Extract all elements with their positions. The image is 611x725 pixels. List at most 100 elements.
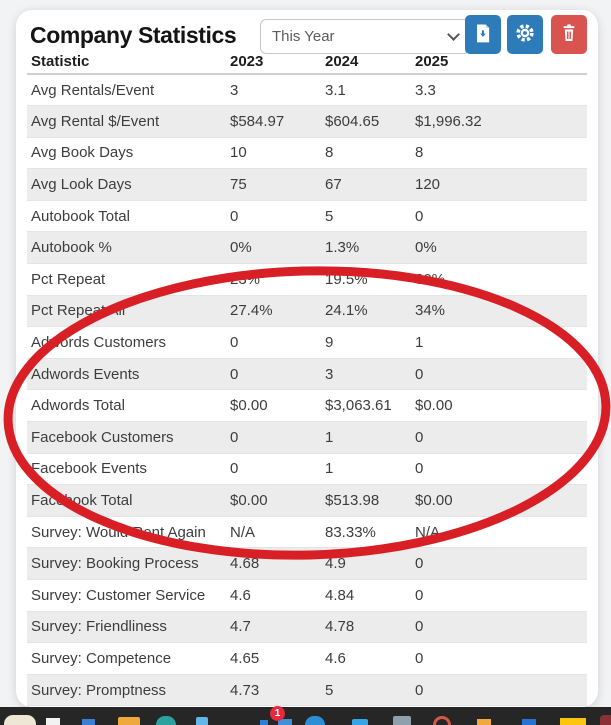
stat-value: $604.65 (321, 105, 411, 138)
page-title: Company Statistics (30, 22, 237, 48)
stat-label: Survey: Would Rent Again (27, 516, 226, 549)
table-row: Survey: Booking Process 4.68 4.9 0 (27, 547, 587, 580)
stat-value: 27.4% (226, 295, 321, 328)
stat-value: 0% (411, 231, 587, 265)
stat-value: 83.33% (321, 516, 411, 549)
table-row: Facebook Total $0.00 $513.98 $0.00 (27, 484, 587, 517)
stat-label: Avg Look Days (27, 168, 226, 201)
stat-value: 0 (226, 326, 321, 359)
stat-label: Facebook Customers (27, 421, 226, 454)
stat-label: Facebook Total (27, 484, 226, 517)
table-row: Facebook Customers 0 1 0 (27, 421, 587, 454)
column-header-statistic: Statistic (27, 53, 226, 75)
file-download-icon (473, 22, 493, 48)
table-row: Pct Repeat 23% 19.5% 30% (27, 263, 587, 296)
taskbar-icon-phone[interactable] (196, 717, 208, 725)
stat-value: 1 (321, 453, 411, 486)
stat-label: Autobook % (27, 231, 226, 265)
stat-label: Adwords Events (27, 358, 226, 391)
stat-value: 5 (321, 674, 411, 707)
column-header-2024: 2024 (321, 53, 411, 75)
company-statistics-card: Company Statistics This Year (16, 10, 598, 707)
taskbar-icon-badged-app[interactable] (278, 719, 292, 725)
stat-label: Adwords Total (27, 389, 226, 423)
taskbar-icon-window[interactable] (393, 716, 411, 725)
stat-value: $3,063.61 (321, 389, 411, 423)
stat-value: 3.3 (411, 74, 587, 107)
stat-value: 4.65 (226, 642, 321, 675)
notification-badge: 1 (270, 706, 285, 721)
stat-value: 1 (411, 326, 587, 359)
table-row: Survey: Competence 4.65 4.6 0 (27, 642, 587, 675)
stat-value: 5 (321, 200, 411, 233)
stat-label: Survey: Friendliness (27, 611, 226, 644)
statistics-table: Statistic 2023 2024 2025 Avg Rentals/Eve… (27, 53, 587, 707)
taskbar-icon-maroon-app[interactable] (600, 715, 611, 725)
taskbar-icon-yellow-app[interactable] (560, 718, 586, 725)
stat-value: 3 (226, 74, 321, 107)
stat-value: 4.68 (226, 547, 321, 580)
stat-label: Pct Repeat (27, 263, 226, 296)
stat-label: Autobook Total (27, 200, 226, 233)
stat-value: 34% (411, 295, 587, 328)
trash-icon (560, 23, 578, 46)
stat-value: 0 (411, 453, 587, 486)
settings-button[interactable] (507, 15, 543, 54)
table-row: Survey: Promptness 4.73 5 0 (27, 674, 587, 707)
taskbar-icon-folder[interactable] (118, 717, 140, 725)
table-header-row: Statistic 2023 2024 2025 (27, 53, 587, 75)
taskbar-icon-teal-app[interactable] (156, 716, 176, 725)
stat-value: 1 (321, 421, 411, 454)
table-row: Facebook Events 0 1 0 (27, 453, 587, 486)
stat-value: 0 (226, 453, 321, 486)
taskbar[interactable] (0, 707, 611, 725)
stat-label: Avg Rentals/Event (27, 74, 226, 107)
column-header-2023: 2023 (226, 53, 321, 75)
stat-value: $0.00 (226, 484, 321, 517)
taskbar-icon-keyboard[interactable] (352, 719, 368, 725)
table-row: Survey: Would Rent Again N/A 83.33% N/A (27, 516, 587, 549)
stat-value: 0 (411, 579, 587, 612)
export-button[interactable] (465, 15, 501, 54)
taskbar-icon-round-blue[interactable] (305, 716, 325, 725)
stat-value: 4.7 (226, 611, 321, 644)
table-row: Avg Rental $/Event $584.97 $604.65 $1,996.3… (27, 105, 587, 138)
delete-button[interactable] (551, 15, 587, 54)
stat-value: 4.6 (321, 642, 411, 675)
taskbar-icon-document[interactable] (46, 718, 60, 725)
taskbar-icon-amber-app[interactable] (477, 719, 491, 725)
stat-value: N/A (411, 516, 587, 549)
stat-value: 0 (226, 421, 321, 454)
table-row: Avg Rentals/Event 3 3.1 3.3 (27, 74, 587, 107)
taskbar-icon-orange-ring[interactable] (433, 716, 451, 725)
stat-value: $584.97 (226, 105, 321, 138)
table-row: Avg Book Days 10 8 8 (27, 137, 587, 170)
stat-value: $0.00 (226, 389, 321, 423)
taskbar-icon-widget[interactable] (4, 715, 36, 725)
stat-label: Survey: Customer Service (27, 579, 226, 612)
table-row: Autobook Total 0 5 0 (27, 200, 587, 233)
taskbar-icon-blue-square[interactable] (522, 719, 536, 725)
period-select[interactable]: This Year (260, 19, 470, 54)
gear-icon (514, 22, 536, 47)
taskbar-icon-small-blue[interactable] (260, 720, 268, 725)
stat-value: N/A (226, 516, 321, 549)
stat-value: 3.1 (321, 74, 411, 107)
stat-value: 67 (321, 168, 411, 201)
stat-value: 3 (321, 358, 411, 391)
stat-value: 1.3% (321, 231, 411, 265)
period-select-value: This Year (272, 28, 335, 45)
table-row: Autobook % 0% 1.3% 0% (27, 231, 587, 265)
stat-label: Avg Rental $/Event (27, 105, 226, 138)
stat-value: 8 (321, 137, 411, 170)
stat-value: $0.00 (411, 484, 587, 517)
stat-value: 9 (321, 326, 411, 359)
stat-value: 4.9 (321, 547, 411, 580)
stat-value: 10 (226, 137, 321, 170)
stat-label: Adwords Customers (27, 326, 226, 359)
taskbar-icon-blue-app[interactable] (82, 719, 95, 725)
stat-value: 24.1% (321, 295, 411, 328)
table-row: Survey: Friendliness 4.7 4.78 0 (27, 611, 587, 644)
card-header: Company Statistics This Year (16, 10, 598, 54)
stat-value: 0 (226, 200, 321, 233)
